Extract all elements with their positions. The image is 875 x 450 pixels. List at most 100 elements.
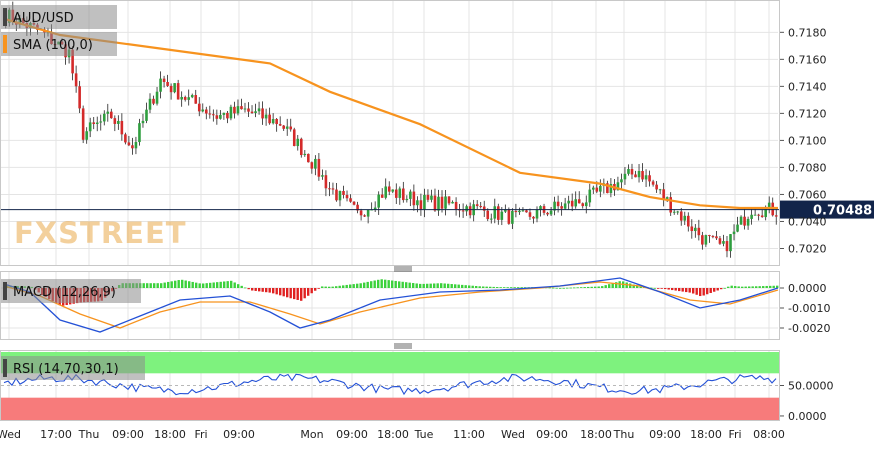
macd-hist-bar [468, 285, 471, 288]
candle-body [275, 119, 278, 125]
candle-body [767, 202, 771, 208]
macd-hist-bar [265, 288, 268, 293]
candle-body [416, 200, 419, 206]
resize-handle-macd[interactable] [394, 266, 412, 272]
candle-body [743, 216, 746, 226]
fxstreet-watermark: FXSTREET [14, 216, 187, 250]
macd-hist-bar [716, 288, 719, 291]
candle-body [750, 214, 753, 219]
macd-hist-bar [576, 287, 579, 289]
candle-body [278, 124, 282, 126]
x-tick-label-14: 18:00 [580, 428, 612, 441]
candle-body [363, 215, 366, 217]
x-tick-label-17: 18:00 [690, 428, 722, 441]
macd-hist-bar [244, 287, 247, 289]
rsi-legend[interactable]: RSI (14,70,30,1) [1, 356, 145, 380]
candle-body [486, 210, 490, 220]
candle-body [665, 197, 669, 200]
candle-body [310, 162, 314, 169]
macd-hist-bar [310, 288, 313, 294]
candle-body [120, 120, 124, 135]
macd-hist-bar [345, 284, 348, 288]
candle-body [447, 196, 451, 204]
macd-hist-bar [678, 288, 681, 292]
macd-hist-bar [583, 287, 586, 288]
macd-hist-bar [636, 285, 639, 288]
candle-body [423, 194, 426, 210]
candle-body [254, 111, 257, 114]
candle-body [124, 134, 127, 143]
candle-body [349, 198, 352, 202]
macd-hist-bar [744, 286, 747, 288]
candle-body [514, 210, 518, 213]
macd-hist-bar [422, 283, 425, 288]
candle-body [644, 175, 648, 180]
symbol-legend[interactable]: AUD/USD [1, 5, 117, 29]
macd-hist-bar [146, 283, 149, 288]
macd-hist-bar [629, 283, 632, 288]
x-tick-label-5: Fri [194, 428, 207, 441]
sma-legend[interactable]: SMA (100,0) [1, 32, 117, 56]
rsi-tick-label-0: 50.0000 [788, 380, 834, 393]
candle-body [475, 204, 479, 207]
candle-body [739, 216, 743, 225]
resize-handle-rsi[interactable] [394, 343, 412, 349]
candle-body [570, 200, 574, 207]
price-tick-label-4: 0.7100 [788, 134, 827, 147]
candle-body [145, 109, 148, 121]
candle-body [222, 112, 226, 115]
candle-body [746, 218, 750, 226]
macd-hist-bar [142, 283, 145, 288]
macd-hist-bar [450, 284, 453, 288]
candle-body [243, 108, 247, 110]
macd-hist-bar [181, 279, 184, 288]
candle-body [212, 114, 215, 116]
rsi-label: RSI (14,70,30,1) [13, 362, 119, 377]
candle-body [718, 238, 722, 244]
candle-body [317, 158, 321, 177]
x-tick-label-7: Mon [300, 428, 323, 441]
candle-body [676, 211, 680, 213]
candle-body [138, 123, 141, 143]
macd-hist-bar [398, 281, 401, 288]
candle-body [292, 129, 296, 147]
candle-body [437, 196, 440, 211]
macd-hist-bar [188, 281, 191, 288]
macd-hist-bar [436, 283, 439, 288]
macd-hist-bar [328, 286, 331, 288]
candle-body [208, 113, 212, 115]
candle-body [690, 226, 694, 232]
candle-body [81, 108, 85, 140]
candle-body [729, 234, 732, 252]
candle-body [117, 120, 120, 124]
candle-body [169, 85, 173, 93]
macd-hist-bar [387, 280, 390, 288]
macd-tick-label-2: -0.0020 [788, 322, 830, 335]
candle-body [268, 114, 271, 124]
candle-body [194, 95, 198, 104]
macd-hist-bar [762, 286, 765, 288]
macd-y-axis: 0.0000 -0.0010 -0.0020 [780, 282, 830, 335]
macd-hist-bar [503, 287, 506, 288]
candle-body [560, 206, 563, 209]
candle-body [338, 190, 342, 201]
macd-hist-bar [202, 283, 205, 288]
x-tick-label-2: Thu [78, 428, 100, 441]
macd-hist-bar [706, 288, 709, 295]
candle-body [402, 188, 405, 201]
macd-hist-bar [167, 281, 170, 288]
macd-hist-bar [415, 283, 418, 288]
price-tick-label-1: 0.7160 [788, 53, 827, 66]
x-tick-label-8: 09:00 [336, 428, 368, 441]
macd-legend[interactable]: MACD (12,26,9) [1, 279, 141, 303]
macd-hist-bar [524, 287, 527, 288]
macd-hist-bar [174, 280, 177, 288]
macd-hist-bar [401, 281, 404, 288]
candle-body [444, 196, 447, 209]
macd-hist-bar [748, 286, 751, 288]
macd-hist-bar [594, 286, 597, 288]
x-tick-label-10: Tue [414, 428, 434, 441]
macd-hist-bar [664, 288, 667, 290]
macd-hist-bar [230, 280, 233, 288]
